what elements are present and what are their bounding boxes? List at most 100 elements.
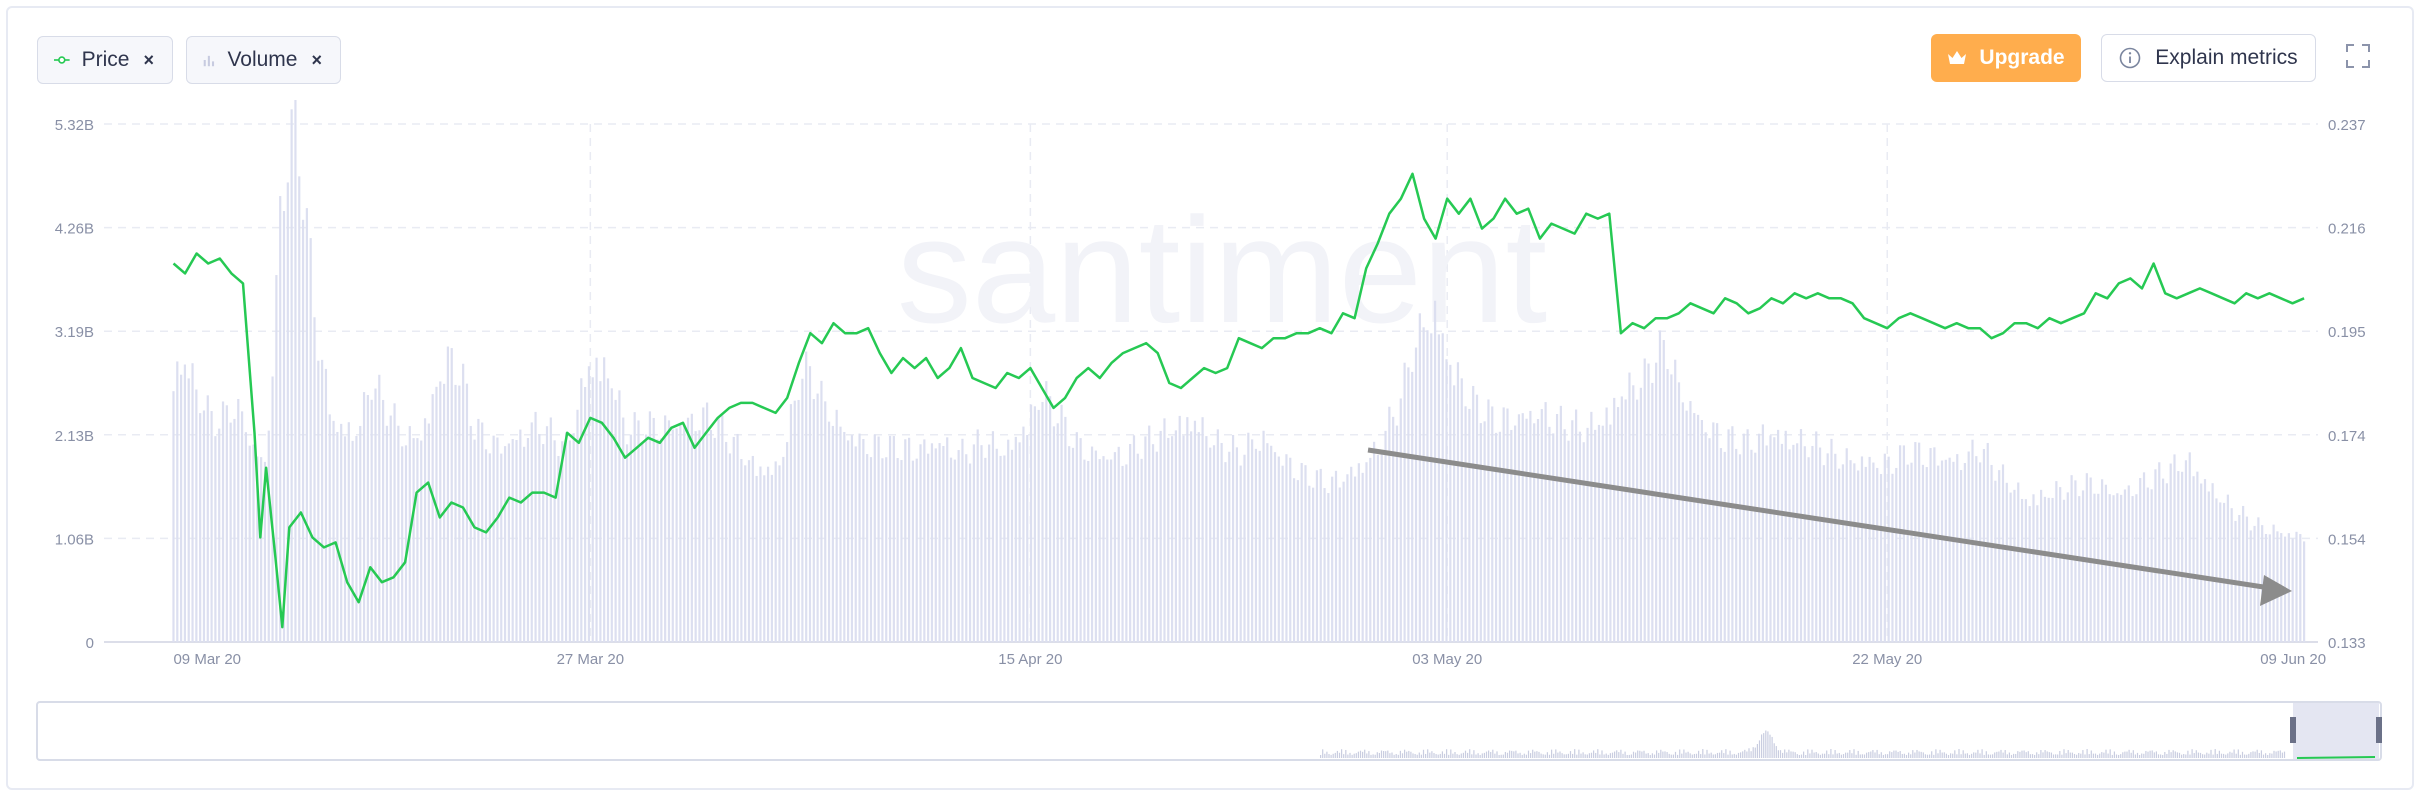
navigator-bar [1935,749,1937,758]
navigator-bar [1433,753,1435,758]
navigator-bar [1815,752,1817,758]
volume-bar [930,443,934,642]
metric-chip-volume[interactable]: Volume × [186,36,341,84]
navigator-bar [2050,752,2052,758]
navigator-right-handle[interactable] [2376,717,2382,743]
navigator-bar [2059,750,2061,758]
volume-bar [584,387,587,642]
volume-bar [458,385,461,642]
volume-bar [2200,483,2203,642]
navigator-bar [2185,754,2187,758]
volume-bar [2032,494,2035,642]
volume-bar [385,425,389,642]
navigator-bar [2149,750,2151,758]
navigator-bar [2015,753,2017,758]
navigator-bar [1649,754,1651,758]
volume-bar [629,434,632,642]
volume-bar [404,445,408,642]
upgrade-label: Upgrade [1979,46,2065,69]
volume-bar [2184,460,2188,642]
navigator-bar [1448,754,1450,758]
navigator-bar [1771,736,1773,758]
volume-bar [774,461,777,642]
volume-bar [2242,505,2245,642]
volume-bar [1723,451,1726,642]
volume-bar [1838,468,1841,642]
volume-bar [1483,421,1486,642]
volume-bar [282,210,286,643]
navigator-bar [1975,752,1977,758]
navigator-bar [2073,753,2076,758]
volume-bar [831,425,834,642]
volume-bar [553,440,556,642]
volume-bar [1662,339,1665,642]
metric-chip-price[interactable]: Price × [37,36,173,84]
remove-price-icon[interactable]: × [143,49,154,70]
volume-bar [1487,399,1490,642]
volume-bar [309,238,312,642]
navigator-bar [2183,754,2185,758]
navigator-bar [2027,751,2029,758]
volume-bar [1292,478,1296,642]
volume-bar [1765,445,1768,642]
navigator-bar [1580,753,1582,758]
navigator-bar [2019,751,2021,758]
volume-bar [1087,460,1090,642]
navigator-selection[interactable] [2293,703,2379,759]
navigator-bar [1769,734,1771,758]
navigator-left-handle[interactable] [2290,717,2296,743]
navigator-bar [1922,752,1924,758]
volume-bar [2291,538,2294,642]
volume-bar [576,409,579,642]
volume-bar [561,441,564,642]
volume-bar [1098,459,1101,642]
volume-bar [1491,406,1494,642]
navigator-bar [2013,753,2015,758]
navigator-bar [2225,754,2227,758]
navigator-bar [1698,750,1700,758]
y-right-tick-label: 0.237 [2328,117,2366,134]
volume-bar [2059,487,2062,642]
volume-bar [176,361,179,642]
navigator-bar [1651,753,1653,758]
navigator-bar [1910,754,1912,758]
volume-bar [1159,430,1162,642]
volume-bar [2078,496,2081,642]
explain-metrics-button[interactable]: Explain metrics [2101,34,2316,82]
navigator[interactable] [36,701,2382,761]
navigator-bar [1706,749,1708,758]
volume-bar [1144,436,1147,642]
navigator-bar [1924,754,1926,758]
volume-bar [1361,472,1364,642]
navigator-bar [1435,754,1437,758]
navigator-bar [2076,754,2078,758]
upgrade-button[interactable]: Upgrade [1931,34,2081,82]
navigator-bar [1998,751,2000,758]
volume-bar [1521,413,1524,642]
navigator-bar [1462,752,1464,758]
navigator-bar [1964,753,1966,758]
navigator-bar [1641,751,1643,758]
volume-bar [2112,495,2115,642]
volume-bar [1666,369,1669,642]
volume-bar [2024,499,2027,642]
volume-bar [248,445,251,642]
navigator-bar [1830,749,1832,758]
volume-bar [298,176,301,642]
remove-volume-icon[interactable]: × [311,49,322,70]
volume-bar [915,458,918,642]
volume-bar [1940,460,1944,642]
navigator-bar [1336,750,1338,758]
navigator-bar [2239,754,2241,758]
volume-bar [1251,439,1254,642]
navigator-bar [1416,754,1418,758]
volume-bar [1902,445,1905,642]
navigator-bar [2283,751,2286,758]
navigator-bar [1643,750,1645,758]
fullscreen-icon[interactable] [2346,44,2370,68]
navigator-bar [2109,749,2111,758]
volume-bar [1357,463,1360,642]
navigator-bar [1658,752,1660,758]
volume-bar [705,402,709,642]
navigator-bar [1740,752,1742,758]
